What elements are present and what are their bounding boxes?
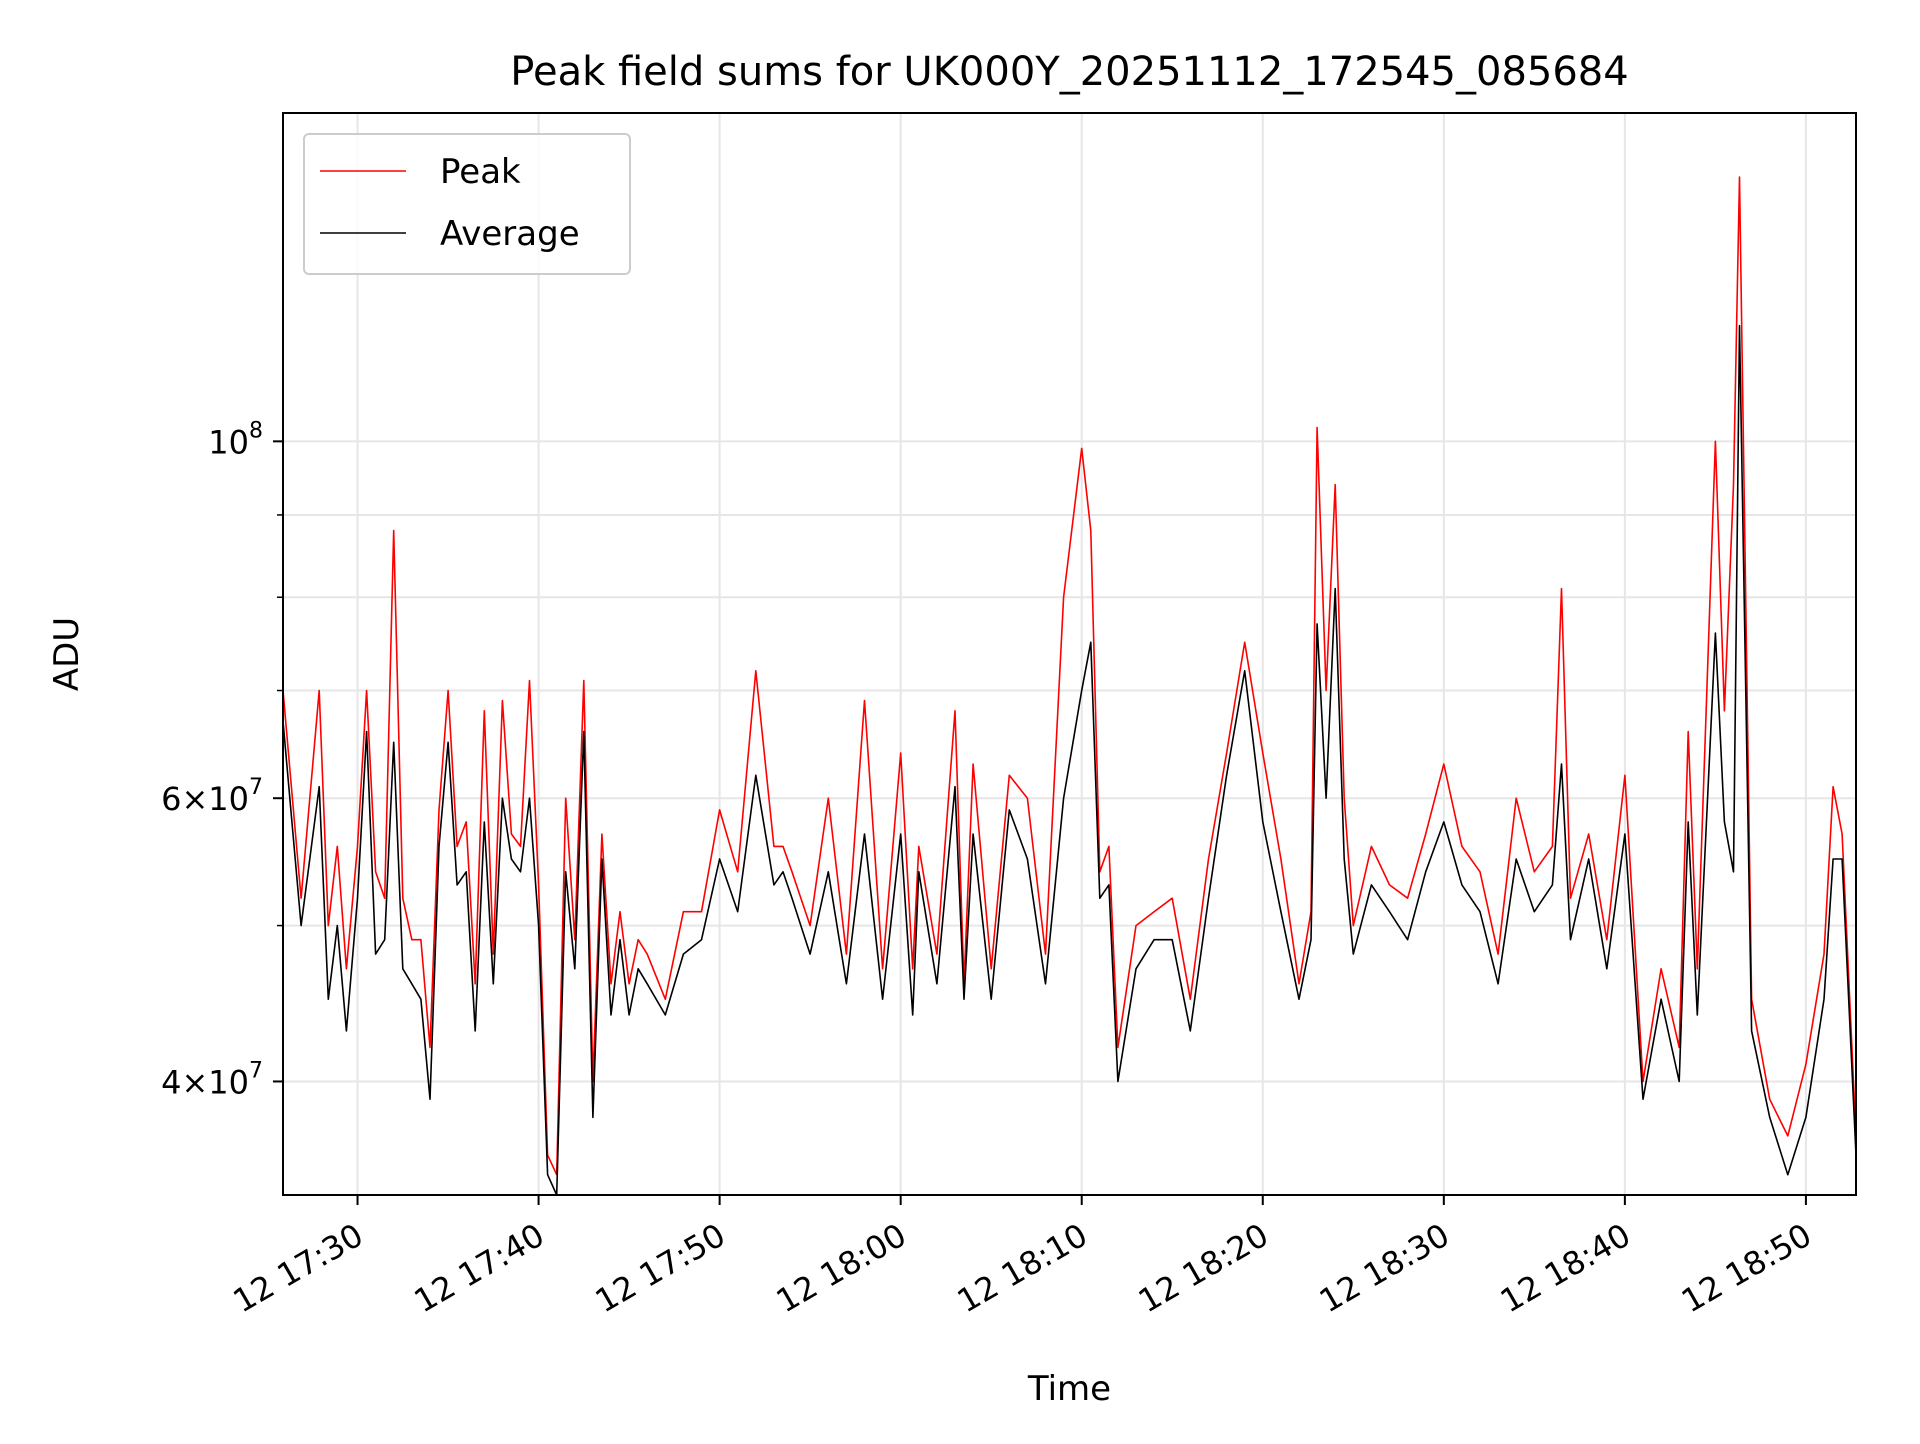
y-tick-exponent: 7 — [249, 775, 263, 800]
x-axis-label: Time — [1027, 1369, 1111, 1409]
y-tick-mantissa: 6 — [161, 780, 181, 818]
series-line-average — [282, 324, 1857, 1196]
y-tick-label: 6×107 — [161, 775, 263, 818]
legend-label-peak: Peak — [440, 152, 521, 192]
legend-box — [303, 133, 631, 275]
grid — [283, 113, 1856, 1195]
y-tick-times: ×10 — [181, 1063, 249, 1101]
y-tick-label: 4×107 — [161, 1058, 263, 1101]
y-tick-times: ×10 — [181, 780, 249, 818]
legend-label-average: Average — [440, 214, 580, 254]
y-tick-exponent: 8 — [249, 418, 263, 443]
y-tick-base: 10 — [208, 423, 249, 461]
y-tick-mantissa: 4 — [161, 1063, 181, 1101]
legend: Peak Average — [303, 133, 631, 275]
y-tick-label: 108 — [208, 418, 263, 461]
series-line-peak — [282, 176, 1857, 1176]
chart-title: Peak field sums for UK000Y_20251112_1725… — [510, 49, 1628, 95]
series-lines — [282, 176, 1857, 1196]
tick-marks — [273, 440, 1807, 1205]
y-axis-label: ADU — [47, 617, 87, 691]
axes-frame — [282, 112, 1857, 1196]
y-tick-exponent: 7 — [249, 1058, 263, 1083]
